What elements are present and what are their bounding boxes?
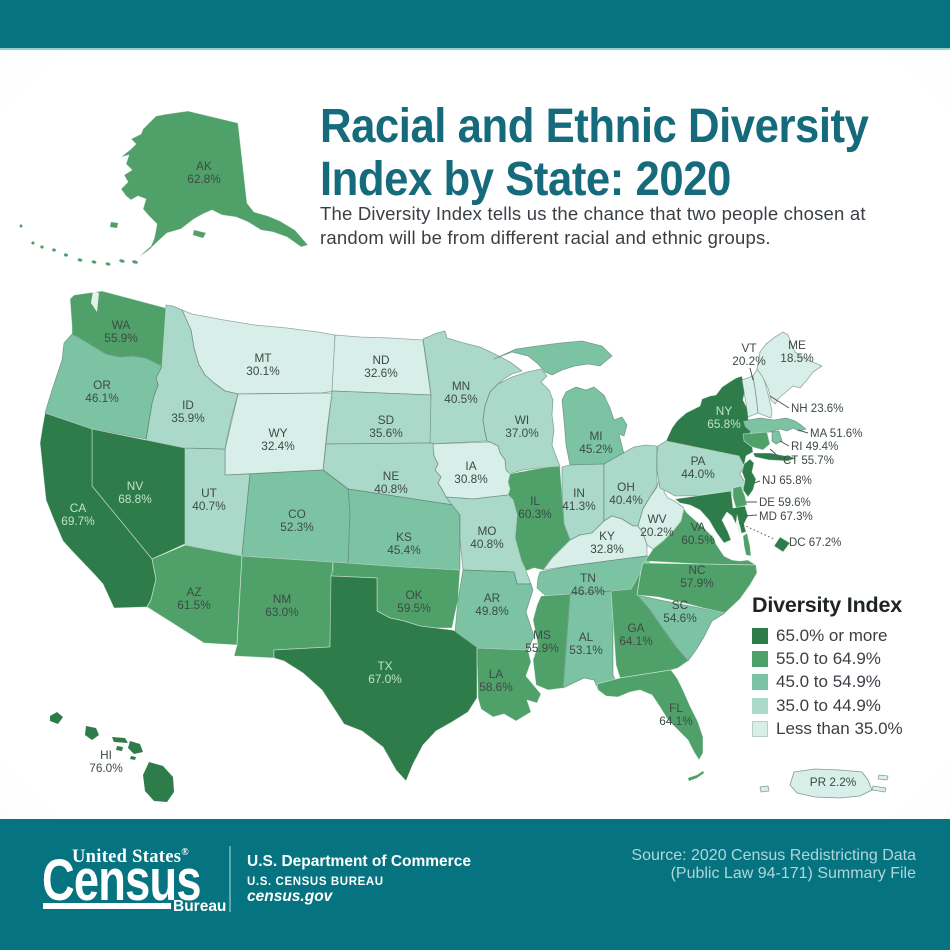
svg-text:35.6%: 35.6% [369, 426, 403, 440]
svg-text:60.5%: 60.5% [681, 533, 715, 547]
svg-text:TN: TN [580, 571, 596, 585]
svg-text:46.1%: 46.1% [85, 391, 119, 405]
svg-text:57.9%: 57.9% [680, 576, 714, 590]
svg-text:62.8%: 62.8% [187, 172, 221, 186]
svg-text:DE 59.6%: DE 59.6% [759, 497, 811, 509]
svg-text:37.0%: 37.0% [505, 426, 539, 440]
svg-text:60.3%: 60.3% [518, 507, 552, 521]
svg-text:AL: AL [579, 630, 594, 644]
svg-text:SC: SC [672, 598, 689, 612]
svg-text:OH: OH [617, 480, 635, 494]
svg-text:NY: NY [716, 404, 733, 418]
svg-text:30.1%: 30.1% [246, 364, 280, 378]
svg-text:CA: CA [70, 501, 87, 515]
svg-text:TX: TX [377, 659, 392, 673]
svg-text:IL: IL [530, 494, 540, 508]
svg-text:NJ 65.8%: NJ 65.8% [762, 475, 812, 487]
svg-text:CO: CO [288, 507, 306, 521]
svg-text:20.2%: 20.2% [640, 525, 674, 539]
svg-text:41.3%: 41.3% [562, 499, 596, 513]
svg-text:30.8%: 30.8% [454, 472, 488, 486]
svg-text:54.6%: 54.6% [663, 611, 697, 625]
svg-text:SD: SD [378, 413, 394, 427]
svg-text:NV: NV [127, 479, 144, 493]
svg-text:NE: NE [383, 469, 400, 483]
svg-text:65.8%: 65.8% [707, 417, 741, 431]
svg-text:44.0%: 44.0% [681, 467, 715, 481]
svg-text:40.8%: 40.8% [374, 482, 408, 496]
svg-text:KY: KY [599, 529, 615, 543]
svg-text:PA: PA [691, 454, 706, 468]
svg-text:FL: FL [669, 701, 683, 715]
svg-text:55.9%: 55.9% [525, 641, 559, 655]
svg-text:IA: IA [465, 459, 476, 473]
svg-text:32.6%: 32.6% [364, 366, 398, 380]
svg-text:CT 55.7%: CT 55.7% [783, 455, 834, 467]
svg-text:VA: VA [691, 520, 706, 534]
svg-text:MI: MI [589, 429, 602, 443]
svg-text:LA: LA [489, 667, 504, 681]
svg-text:69.7%: 69.7% [61, 514, 95, 528]
svg-text:64.1%: 64.1% [659, 714, 693, 728]
svg-text:OK: OK [405, 588, 422, 602]
svg-text:AZ: AZ [186, 585, 201, 599]
svg-text:18.5%: 18.5% [780, 351, 814, 365]
svg-text:53.1%: 53.1% [569, 643, 603, 657]
svg-text:UT: UT [201, 486, 217, 500]
svg-text:WI: WI [515, 413, 529, 427]
svg-text:NC: NC [688, 563, 706, 577]
svg-text:45.2%: 45.2% [579, 442, 613, 456]
svg-text:64.1%: 64.1% [619, 634, 653, 648]
svg-text:55.9%: 55.9% [104, 331, 138, 345]
svg-text:40.7%: 40.7% [192, 499, 226, 513]
svg-text:GA: GA [627, 621, 644, 635]
svg-text:ND: ND [372, 353, 389, 367]
svg-text:58.6%: 58.6% [479, 680, 513, 694]
svg-text:PR 2.2%: PR 2.2% [810, 775, 857, 789]
svg-text:WV: WV [647, 512, 666, 526]
svg-text:KS: KS [396, 530, 412, 544]
svg-text:MO: MO [477, 524, 496, 538]
svg-text:67.0%: 67.0% [368, 672, 402, 686]
svg-text:63.0%: 63.0% [265, 605, 299, 619]
svg-text:46.6%: 46.6% [571, 584, 605, 598]
svg-text:NH 23.6%: NH 23.6% [791, 403, 843, 415]
svg-text:VT: VT [741, 341, 756, 355]
svg-text:40.4%: 40.4% [609, 493, 643, 507]
svg-text:61.5%: 61.5% [177, 598, 211, 612]
svg-text:MA 51.6%: MA 51.6% [810, 428, 862, 440]
svg-text:AR: AR [484, 591, 500, 605]
svg-text:RI 49.4%: RI 49.4% [791, 441, 838, 453]
svg-text:68.8%: 68.8% [118, 492, 152, 506]
svg-text:OR: OR [93, 378, 111, 392]
svg-text:ID: ID [182, 398, 194, 412]
svg-text:40.8%: 40.8% [470, 537, 504, 551]
svg-text:49.8%: 49.8% [475, 604, 509, 618]
svg-text:AK: AK [196, 159, 212, 173]
svg-text:76.0%: 76.0% [89, 761, 123, 775]
svg-text:59.5%: 59.5% [397, 601, 431, 615]
svg-text:MN: MN [452, 379, 470, 393]
svg-text:WA: WA [112, 318, 131, 332]
svg-text:MD 67.3%: MD 67.3% [759, 511, 813, 523]
svg-text:32.4%: 32.4% [261, 439, 295, 453]
svg-text:MT: MT [254, 351, 271, 365]
svg-text:WY: WY [268, 426, 287, 440]
svg-text:DC 67.2%: DC 67.2% [789, 537, 841, 549]
svg-text:52.3%: 52.3% [280, 520, 314, 534]
svg-text:IN: IN [573, 486, 585, 500]
svg-text:ME: ME [788, 338, 806, 352]
svg-text:32.8%: 32.8% [590, 542, 624, 556]
svg-text:NM: NM [273, 592, 291, 606]
svg-text:HI: HI [100, 748, 112, 762]
svg-text:MS: MS [533, 628, 551, 642]
svg-text:20.2%: 20.2% [732, 354, 766, 368]
svg-text:40.5%: 40.5% [444, 392, 478, 406]
svg-text:35.9%: 35.9% [171, 411, 205, 425]
svg-text:45.4%: 45.4% [387, 543, 421, 557]
